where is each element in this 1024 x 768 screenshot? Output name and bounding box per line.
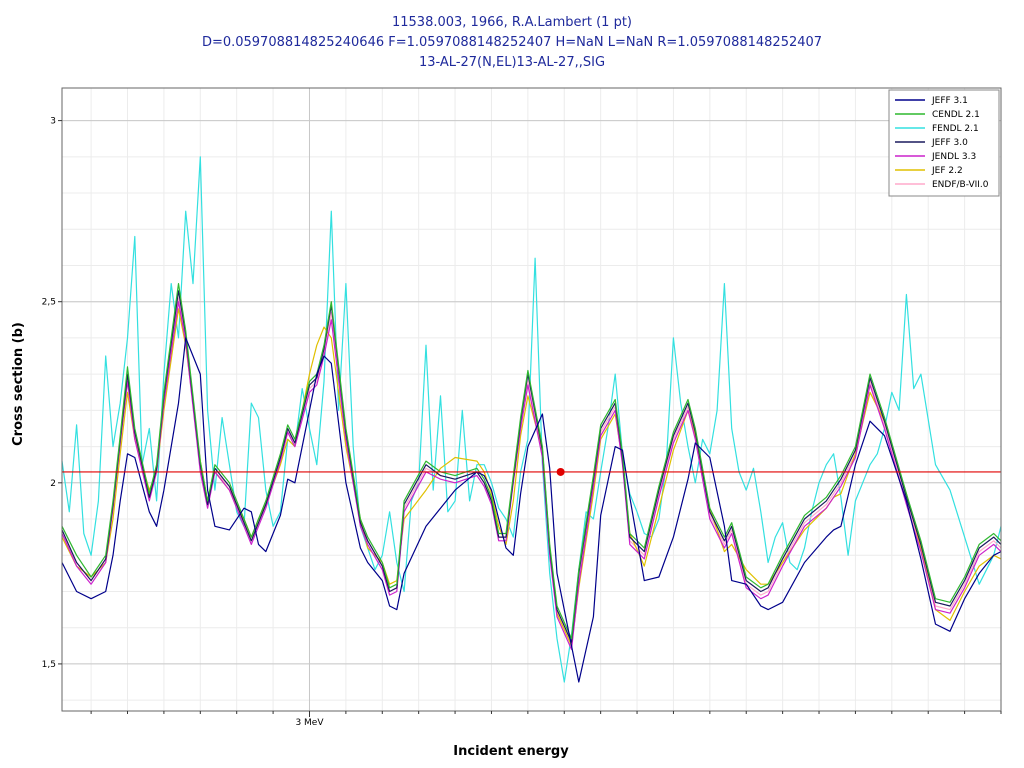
y-tick-label: 2 — [50, 479, 56, 489]
legend-label: FENDL 2.1 — [932, 124, 979, 134]
series-layer — [61, 156, 1002, 683]
legend-label: JEFF 3.1 — [931, 96, 968, 106]
reference-layer — [62, 467, 1001, 476]
series-line-jeff-3-1 — [61, 337, 1002, 683]
legend-label: CENDL 2.1 — [932, 110, 980, 120]
chart-title-line-3: 13-AL-27(N,EL)13-AL-27,,SIG — [418, 55, 606, 70]
legend-label: JENDL 3.3 — [931, 152, 976, 162]
series-line-cendl-2-1 — [61, 283, 1002, 640]
measured-data-point — [556, 467, 565, 476]
x-tick-label: 3 MeV — [295, 718, 324, 728]
series-line-fendl-2-1 — [61, 156, 1002, 683]
y-tick-label: 1,5 — [42, 660, 56, 670]
legend-label: JEF 2.2 — [931, 166, 963, 176]
chart-title-line-2: D=0.059708814825240646 F=1.0597088148252… — [201, 35, 823, 50]
y-tick-label: 2,5 — [42, 298, 56, 308]
legend-label: JEFF 3.0 — [931, 138, 968, 148]
legend-box — [888, 89, 1000, 197]
y-tick-label: 3 — [50, 117, 56, 127]
x-axis-label: Incident energy — [453, 744, 569, 759]
x-axis-ticks: 3 MeV — [90, 711, 1002, 728]
y-axis-ticks: 1,5 2 2,5 3 — [42, 117, 62, 670]
legend-label: ENDF/B-VII.0 — [932, 180, 989, 190]
chart-title-line-1: 11538.003, 1966, R.A.Lambert (1 pt) — [391, 15, 632, 30]
y-axis-label: Cross section (b) — [11, 322, 26, 446]
series-line-jendl-3-3 — [61, 301, 1002, 651]
series-line-jeff-3-0 — [61, 290, 1002, 643]
plot-frame — [61, 87, 1002, 712]
legend: JEFF 3.1 CENDL 2.1 FENDL 2.1 JEFF 3.0 JENDL … — [888, 89, 1000, 197]
